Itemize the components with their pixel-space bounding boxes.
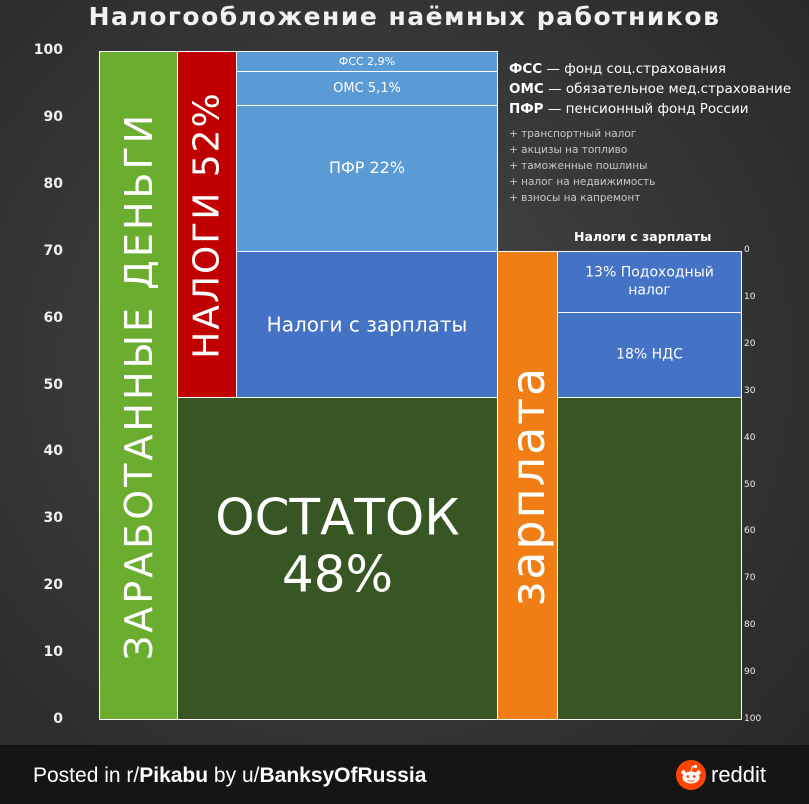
y-tick-label: 70 (43, 242, 63, 259)
extra-tax-1: + транспортный налог (509, 128, 637, 140)
extra-tax-3: + таможенные пошлины (509, 160, 648, 172)
y-tick-label: 0 (53, 711, 63, 727)
y-tick-label: 50 (43, 376, 63, 393)
right-tick-label: 80 (744, 620, 756, 631)
right-tick-label: 100 (744, 714, 762, 724)
y-tick-label: 40 (43, 443, 63, 460)
right-tick-label: 10 (744, 291, 756, 302)
taxes-bar: НАЛОГИ 52% (177, 51, 237, 398)
right-tick-label: 50 (744, 479, 756, 490)
posted-in-text: Posted in r/ (33, 764, 140, 787)
oms-label: ОМС 5,1% (333, 80, 401, 96)
salary-label: зарплата (500, 365, 555, 606)
salary-taxes-label: Налоги с зарплаты (266, 312, 468, 336)
remainder-percent: 48% (281, 545, 394, 604)
footer-bar (0, 745, 809, 804)
pfr-segment: ПФР 22% (236, 105, 498, 252)
y-tick-label: 30 (43, 510, 63, 527)
right-tick-label: 40 (744, 432, 756, 443)
y-tick-label: 80 (43, 175, 63, 192)
fss-segment: ФСС 2,9% (236, 51, 498, 72)
y-tick-label: 100 (33, 42, 63, 58)
salary-bar: зарплата (497, 251, 558, 720)
legend-fss: ФСС — фонд соц.страхования (509, 61, 727, 77)
salary-remainder-bar (557, 397, 742, 720)
remainder-label-text: ОСТАТОК (215, 488, 460, 546)
right-tick-label: 60 (744, 526, 756, 537)
taxes-label: НАЛОГИ 52% (186, 90, 228, 359)
salary-taxes-segment: Налоги с зарплаты (236, 251, 498, 398)
reddit-logo-icon (676, 760, 706, 790)
user-link[interactable]: BanksyOfRussia (259, 764, 427, 787)
extra-tax-2: + акцизы на топливо (509, 144, 628, 156)
right-tick-label: 90 (744, 667, 756, 678)
right-tick-label: 70 (744, 573, 756, 584)
remainder-label: ОСТАТОК 48% (178, 488, 497, 604)
by-text: by u/ (208, 764, 260, 787)
y-tick-label: 10 (43, 644, 63, 661)
y-tick-label: 60 (43, 309, 63, 326)
y-tick-label: 20 (43, 577, 63, 594)
chart-title: Налогообложение наёмных работников (88, 2, 721, 31)
fss-label: ФСС 2,9% (338, 54, 396, 68)
pfr-label: ПФР 22% (328, 157, 406, 177)
footer-attribution[interactable]: Posted in r/Pikabu by u/BanksyOfRussia (33, 764, 426, 788)
earned-money-label: ЗАРАБОТАННЫЕ ДЕНЬГИ (116, 111, 161, 660)
remainder-bar: ОСТАТОК 48% (177, 397, 498, 720)
legend-oms: ОМС — обязательное мед.страхование (509, 81, 792, 97)
subreddit-link[interactable]: Pikabu (139, 764, 209, 787)
earned-money-bar: ЗАРАБОТАННЫЕ ДЕНЬГИ (99, 51, 178, 720)
reddit-wordmark: reddit (711, 762, 767, 787)
income-tax-label: 13% Подоходный налог (585, 264, 714, 299)
oms-segment: ОМС 5,1% (236, 71, 498, 106)
extra-tax-4: + налог на недвижимость (509, 176, 656, 188)
legend-pfr: ПФР — пенсионный фонд России (509, 101, 749, 117)
income-tax-segment: 13% Подоходный налог (557, 251, 742, 313)
extra-tax-5: + взносы на капремонт (509, 192, 641, 204)
vat-label: 18% НДС (616, 346, 683, 363)
right-axis-title: Налоги с зарплаты (574, 229, 712, 244)
right-tick-label: 20 (744, 338, 756, 349)
right-tick-label: 0 (744, 245, 750, 255)
vat-segment: 18% НДС (557, 312, 742, 398)
y-tick-label: 90 (43, 108, 63, 125)
right-tick-label: 30 (744, 385, 756, 396)
